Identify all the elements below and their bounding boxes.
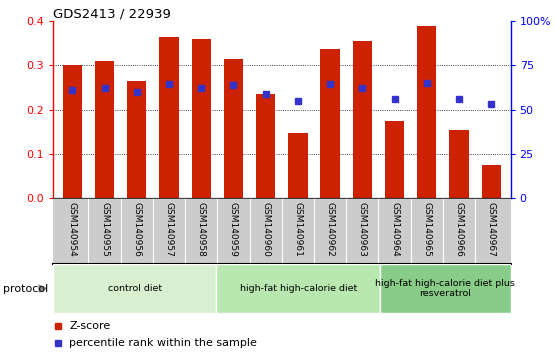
Text: GSM140965: GSM140965 (422, 202, 431, 257)
Bar (320, 49, 340, 198)
Bar (160, 37, 179, 198)
Bar (482, 165, 501, 198)
Text: GSM140962: GSM140962 (326, 202, 335, 257)
Text: GSM140954: GSM140954 (68, 202, 77, 257)
Text: GSM140955: GSM140955 (100, 202, 109, 257)
Bar (385, 121, 404, 198)
Bar (380, 264, 511, 313)
Text: GSM140960: GSM140960 (261, 202, 270, 257)
Text: high-fat high-calorie diet plus
resveratrol: high-fat high-calorie diet plus resverat… (376, 279, 515, 298)
Text: control diet: control diet (108, 284, 162, 293)
Text: GSM140963: GSM140963 (358, 202, 367, 257)
Text: GSM140967: GSM140967 (487, 202, 496, 257)
Text: GSM140956: GSM140956 (132, 202, 141, 257)
Text: GDS2413 / 22939: GDS2413 / 22939 (53, 7, 171, 20)
Bar (224, 59, 243, 198)
Bar (217, 264, 380, 313)
Bar (288, 133, 307, 198)
Bar (449, 130, 469, 198)
Bar (353, 41, 372, 198)
Bar (62, 65, 82, 198)
Text: GSM140964: GSM140964 (390, 202, 399, 257)
Bar (417, 25, 436, 198)
Bar (127, 81, 146, 198)
Text: percentile rank within the sample: percentile rank within the sample (69, 338, 257, 348)
Bar (53, 264, 217, 313)
Text: protocol: protocol (3, 284, 48, 293)
Text: GSM140961: GSM140961 (294, 202, 302, 257)
Bar (95, 61, 114, 198)
Text: Z-score: Z-score (69, 321, 110, 331)
Text: GSM140966: GSM140966 (455, 202, 464, 257)
Text: high-fat high-calorie diet: high-fat high-calorie diet (239, 284, 357, 293)
Bar (191, 39, 211, 198)
Text: GSM140958: GSM140958 (197, 202, 206, 257)
Text: GSM140957: GSM140957 (165, 202, 174, 257)
Bar (256, 94, 275, 198)
Text: GSM140959: GSM140959 (229, 202, 238, 257)
